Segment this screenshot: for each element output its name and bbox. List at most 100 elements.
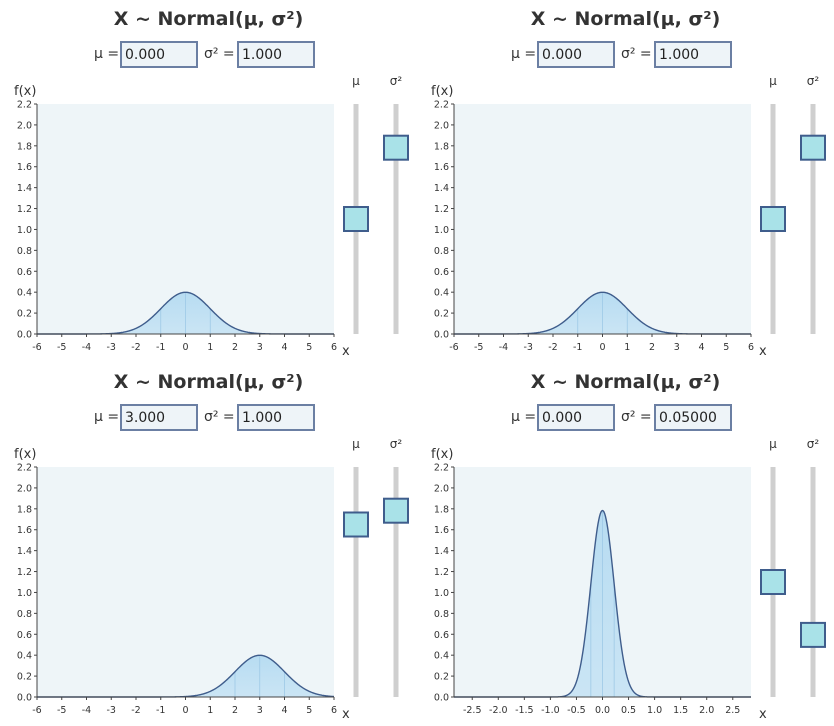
y-tick-label: 1.2 (434, 567, 449, 578)
slider-mu-label: μ (352, 74, 360, 88)
slider-sigma2-handle[interactable] (383, 497, 409, 524)
y-tick-label: 0.0 (434, 693, 449, 704)
x-tick-label: 3 (257, 342, 263, 353)
x-tick-label: 4 (281, 705, 287, 716)
param-row: μ = σ² = (0, 40, 417, 70)
normal-panel-0: X ~ Normal(μ, σ²) μ = σ² = 0.00.20.40.60… (0, 0, 417, 363)
slider-sigma2-handle[interactable] (800, 134, 826, 161)
x-tick-label: 0 (182, 705, 188, 716)
x-tick-label: -2 (131, 705, 140, 716)
slider-mu-label: μ (769, 437, 777, 451)
y-axis-label: f(x) (431, 84, 453, 99)
x-tick-label: -2 (131, 342, 140, 353)
x-tick-label: -3 (107, 342, 116, 353)
y-tick-label: 1.8 (434, 141, 449, 152)
y-tick-label: 0.6 (17, 630, 32, 641)
mu-label: μ = (511, 409, 537, 425)
slider-sigma2-label: σ² (807, 74, 820, 88)
slider-sigma2-handle[interactable] (800, 621, 826, 648)
y-tick-label: 0.8 (17, 609, 32, 620)
y-tick-label: 2.2 (17, 463, 32, 474)
x-tick-label: 3 (674, 342, 680, 353)
y-tick-label: 1.6 (434, 162, 449, 173)
y-tick-label: 1.4 (434, 546, 449, 557)
y-tick-label: 0.2 (17, 309, 32, 320)
x-tick-label: 4 (281, 342, 287, 353)
y-tick-label: 0.2 (434, 672, 449, 683)
y-tick-label: 2.0 (17, 483, 32, 494)
slider-sigma2-label: σ² (390, 74, 403, 88)
x-tick-label: -3 (107, 705, 116, 716)
y-tick-label: 1.6 (17, 162, 32, 173)
slider-sigma2-handle[interactable] (383, 134, 409, 161)
y-tick-label: 1.2 (17, 567, 32, 578)
panel-title: X ~ Normal(μ, σ²) (113, 8, 304, 30)
x-axis-label: x (342, 344, 350, 359)
x-tick-label: -3 (524, 342, 533, 353)
param-row: μ = σ² = (417, 403, 834, 433)
mu-input[interactable] (120, 41, 198, 68)
x-tick-label: 5 (306, 342, 312, 353)
y-tick-label: 1.4 (17, 546, 32, 557)
x-tick-label: -6 (32, 705, 41, 716)
slider-sigma2-label: σ² (390, 437, 403, 451)
x-tick-label: 3 (257, 705, 263, 716)
slider-mu-handle[interactable] (760, 206, 786, 232)
y-tick-label: 2.0 (434, 120, 449, 131)
mu-input[interactable] (537, 41, 615, 68)
y-tick-label: 1.2 (434, 204, 449, 215)
slider-sigma2-label: σ² (807, 437, 820, 451)
x-tick-label: 2.0 (699, 705, 714, 716)
panel-title: X ~ Normal(μ, σ²) (530, 8, 721, 30)
mu-label: μ = (511, 46, 537, 62)
y-tick-label: 0.6 (434, 267, 449, 278)
y-tick-label: 1.8 (17, 141, 32, 152)
x-tick-label: -5 (474, 342, 483, 353)
y-tick-label: 2.2 (17, 100, 32, 111)
y-tick-label: 0.6 (17, 267, 32, 278)
x-tick-label: 6 (331, 705, 337, 716)
x-tick-label: 2 (232, 342, 238, 353)
sigma2-input[interactable] (237, 404, 315, 431)
mu-input[interactable] (537, 404, 615, 431)
x-tick-label: 0 (599, 342, 605, 353)
x-tick-label: -5 (57, 705, 66, 716)
x-tick-label: -4 (499, 342, 508, 353)
x-axis-label: x (342, 707, 350, 722)
mu-input[interactable] (120, 404, 198, 431)
x-tick-label: -1.0 (541, 705, 560, 716)
y-tick-label: 0.0 (434, 330, 449, 341)
y-tick-label: 1.6 (434, 525, 449, 536)
y-tick-label: 1.4 (434, 183, 449, 194)
plot-background (37, 467, 334, 697)
y-axis-label: f(x) (431, 447, 453, 462)
x-tick-label: 1.0 (647, 705, 662, 716)
sigma2-label: σ² = (621, 409, 652, 425)
sigma2-input[interactable] (654, 404, 732, 431)
y-tick-label: 0.2 (17, 672, 32, 683)
y-tick-label: 0.8 (17, 246, 32, 257)
y-tick-label: 1.8 (434, 504, 449, 515)
x-tick-label: 2 (649, 342, 655, 353)
normal-panel-3: X ~ Normal(μ, σ²) μ = σ² = 0.00.20.40.60… (417, 363, 834, 726)
x-tick-label: 4 (698, 342, 704, 353)
x-tick-label: -6 (32, 342, 41, 353)
x-tick-label: 5 (306, 705, 312, 716)
y-tick-label: 1.4 (17, 183, 32, 194)
slider-mu-handle[interactable] (760, 569, 786, 595)
y-tick-label: 1.0 (434, 588, 449, 599)
sigma2-input[interactable] (237, 41, 315, 68)
x-tick-label: -1 (156, 342, 165, 353)
density-chart: 0.0 0.2 0.4 0.6 0.8 1.0 1.2 1.4 1.6 1.8 2.0 2.2 -6 -5… (14, 437, 409, 722)
slider-mu-label: μ (769, 74, 777, 88)
x-axis-label: x (759, 344, 767, 359)
slider-mu-handle[interactable] (343, 511, 369, 538)
sigma2-input[interactable] (654, 41, 732, 68)
normal-panel-1: X ~ Normal(μ, σ²) μ = σ² = 0.00.20.40.60… (417, 0, 834, 363)
density-chart: 0.0 0.2 0.4 0.6 0.8 1.0 1.2 1.4 1.6 1.8 2.0 2.2 -6 -5… (431, 74, 826, 359)
x-tick-label: -4 (82, 705, 91, 716)
y-tick-label: 1.2 (17, 204, 32, 215)
y-tick-label: 1.0 (17, 225, 32, 236)
slider-mu-handle[interactable] (343, 206, 369, 232)
x-tick-label: -1.5 (515, 705, 534, 716)
